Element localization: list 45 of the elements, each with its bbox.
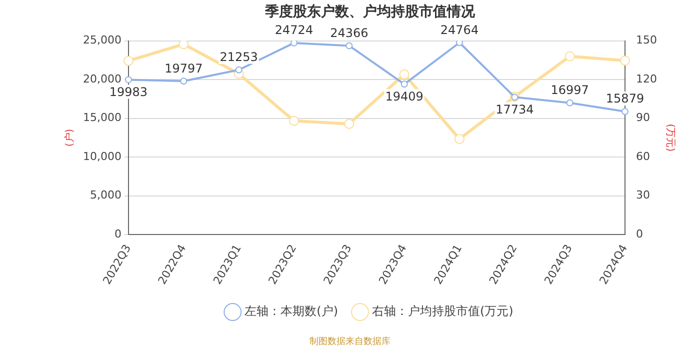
legend-label: 左轴：本期数(户) bbox=[244, 304, 338, 318]
point bbox=[235, 66, 242, 74]
point bbox=[288, 116, 299, 126]
y2-tick-label: 90 bbox=[636, 111, 650, 124]
y-axis-title: (户) bbox=[64, 128, 76, 147]
point bbox=[180, 78, 188, 85]
point bbox=[124, 76, 132, 84]
data-label: 24724 bbox=[274, 23, 314, 38]
y2-tick-label: 150 bbox=[636, 34, 658, 47]
point bbox=[620, 56, 630, 66]
point bbox=[454, 134, 464, 144]
point bbox=[178, 40, 189, 50]
point bbox=[566, 99, 574, 106]
point bbox=[290, 40, 298, 46]
y2-tick-label: 30 bbox=[636, 188, 650, 202]
y-tick-label: 25,000 bbox=[82, 34, 122, 47]
point bbox=[456, 40, 463, 46]
data-label: 24764 bbox=[440, 22, 479, 37]
point bbox=[622, 108, 629, 116]
chart-title: 季度股东户数、户均持股市值情况 bbox=[264, 3, 476, 20]
y-tick-label: 5,000 bbox=[90, 188, 122, 202]
point bbox=[123, 56, 134, 66]
y-tick-label: 15,000 bbox=[82, 111, 122, 124]
data-label: 24366 bbox=[330, 26, 368, 40]
y2-tick-label: 60 bbox=[636, 150, 650, 163]
data-label: 15879 bbox=[606, 92, 644, 106]
y2-tick-label: 120 bbox=[636, 72, 658, 86]
point bbox=[399, 69, 410, 80]
data-label: 17734 bbox=[496, 102, 534, 116]
data-label: 19983 bbox=[109, 84, 148, 99]
y2-axis-title: (万元) bbox=[664, 124, 676, 152]
point bbox=[564, 51, 575, 62]
data-label: 21253 bbox=[220, 50, 258, 64]
text: 制图数据来自数据库 bbox=[310, 336, 390, 347]
point bbox=[400, 80, 408, 88]
data-label: 16997 bbox=[550, 82, 589, 97]
data-label: 19797 bbox=[164, 61, 203, 76]
point bbox=[344, 118, 354, 129]
y2-tick-label: 0 bbox=[636, 227, 644, 240]
point bbox=[346, 42, 353, 50]
y-tick-label: 10,000 bbox=[82, 150, 122, 163]
legend-label: 右轴：户均持股市值(万元) bbox=[372, 304, 514, 318]
data-label: 19409 bbox=[385, 89, 424, 104]
y-tick-label: 0 bbox=[114, 227, 122, 240]
y-tick-label: 20,000 bbox=[82, 72, 122, 86]
